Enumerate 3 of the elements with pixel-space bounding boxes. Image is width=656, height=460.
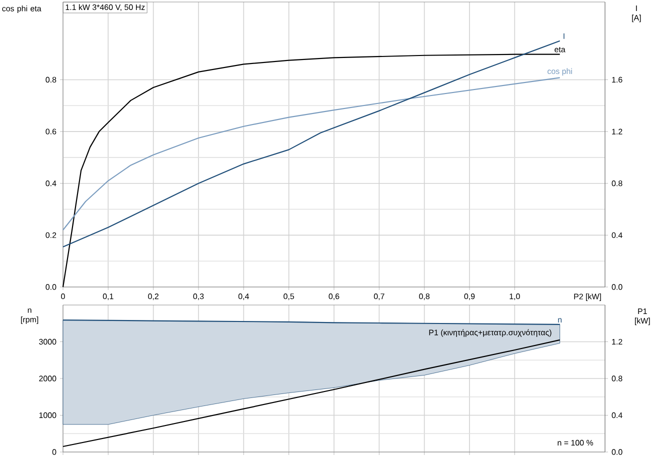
line-series bbox=[62, 339, 560, 448]
line-series bbox=[62, 54, 560, 288]
line-series bbox=[62, 77, 560, 231]
